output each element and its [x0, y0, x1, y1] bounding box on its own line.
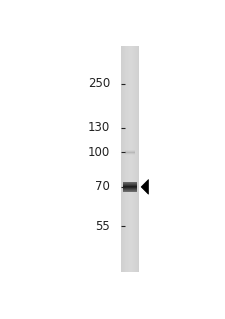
Polygon shape: [141, 180, 148, 194]
Text: 55: 55: [95, 220, 110, 233]
Bar: [135, 46, 136, 272]
Bar: [136, 46, 137, 272]
Bar: [125, 46, 126, 272]
Bar: [123, 46, 124, 272]
Bar: [126, 46, 127, 272]
Bar: [122, 46, 139, 272]
Bar: [133, 46, 134, 272]
Bar: [131, 46, 132, 272]
Bar: [129, 46, 130, 272]
Bar: [130, 46, 131, 272]
Text: 70: 70: [95, 180, 110, 193]
Bar: [132, 46, 133, 272]
Bar: [128, 46, 129, 272]
Text: 250: 250: [88, 77, 110, 90]
Bar: [124, 46, 125, 272]
Text: 100: 100: [88, 146, 110, 159]
Bar: [122, 46, 123, 272]
Bar: [134, 46, 135, 272]
Bar: [138, 46, 139, 272]
Text: 130: 130: [88, 122, 110, 134]
Bar: [137, 46, 138, 272]
Bar: [127, 46, 128, 272]
